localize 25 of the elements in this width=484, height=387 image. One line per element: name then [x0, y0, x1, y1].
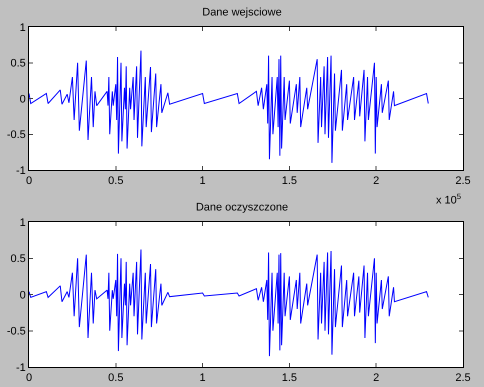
x-tick-label: 2 [373, 175, 380, 188]
y-tick-label: 0 [20, 93, 26, 106]
x-tick-label: 1.5 [282, 175, 298, 188]
y-tick-label: 1 [20, 22, 26, 34]
line-series [29, 249, 429, 357]
chart-title: Dane oczyszczone [196, 202, 288, 214]
x-tick-label: 2 [373, 372, 380, 384]
x-tick-label: 1 [200, 175, 206, 188]
y-tick-label: 0.5 [10, 58, 26, 70]
x-tick-label: 2.5 [455, 175, 471, 188]
y-tick-label: 1 [20, 216, 26, 229]
y-tick-label: 0.5 [10, 253, 26, 266]
x-tick-label: 0.5 [108, 175, 124, 188]
y-tick-label: -1 [16, 362, 26, 374]
x-tick-label: 1 [200, 372, 206, 384]
y-tick-label: -1 [16, 164, 26, 177]
y-tick-label: -0.5 [6, 326, 26, 338]
x-tick-label: 1.5 [282, 372, 298, 384]
y-tick-label: -0.5 [6, 129, 26, 142]
y-tick-label: 0 [20, 289, 26, 302]
line-series [29, 50, 429, 164]
text: x 10$^{5}$ [436, 192, 462, 207]
x-tick-label: 0.5 [108, 372, 124, 384]
chart-title: Dane wejsciowe [202, 6, 282, 19]
x-tick-label: 2.5 [455, 372, 471, 384]
